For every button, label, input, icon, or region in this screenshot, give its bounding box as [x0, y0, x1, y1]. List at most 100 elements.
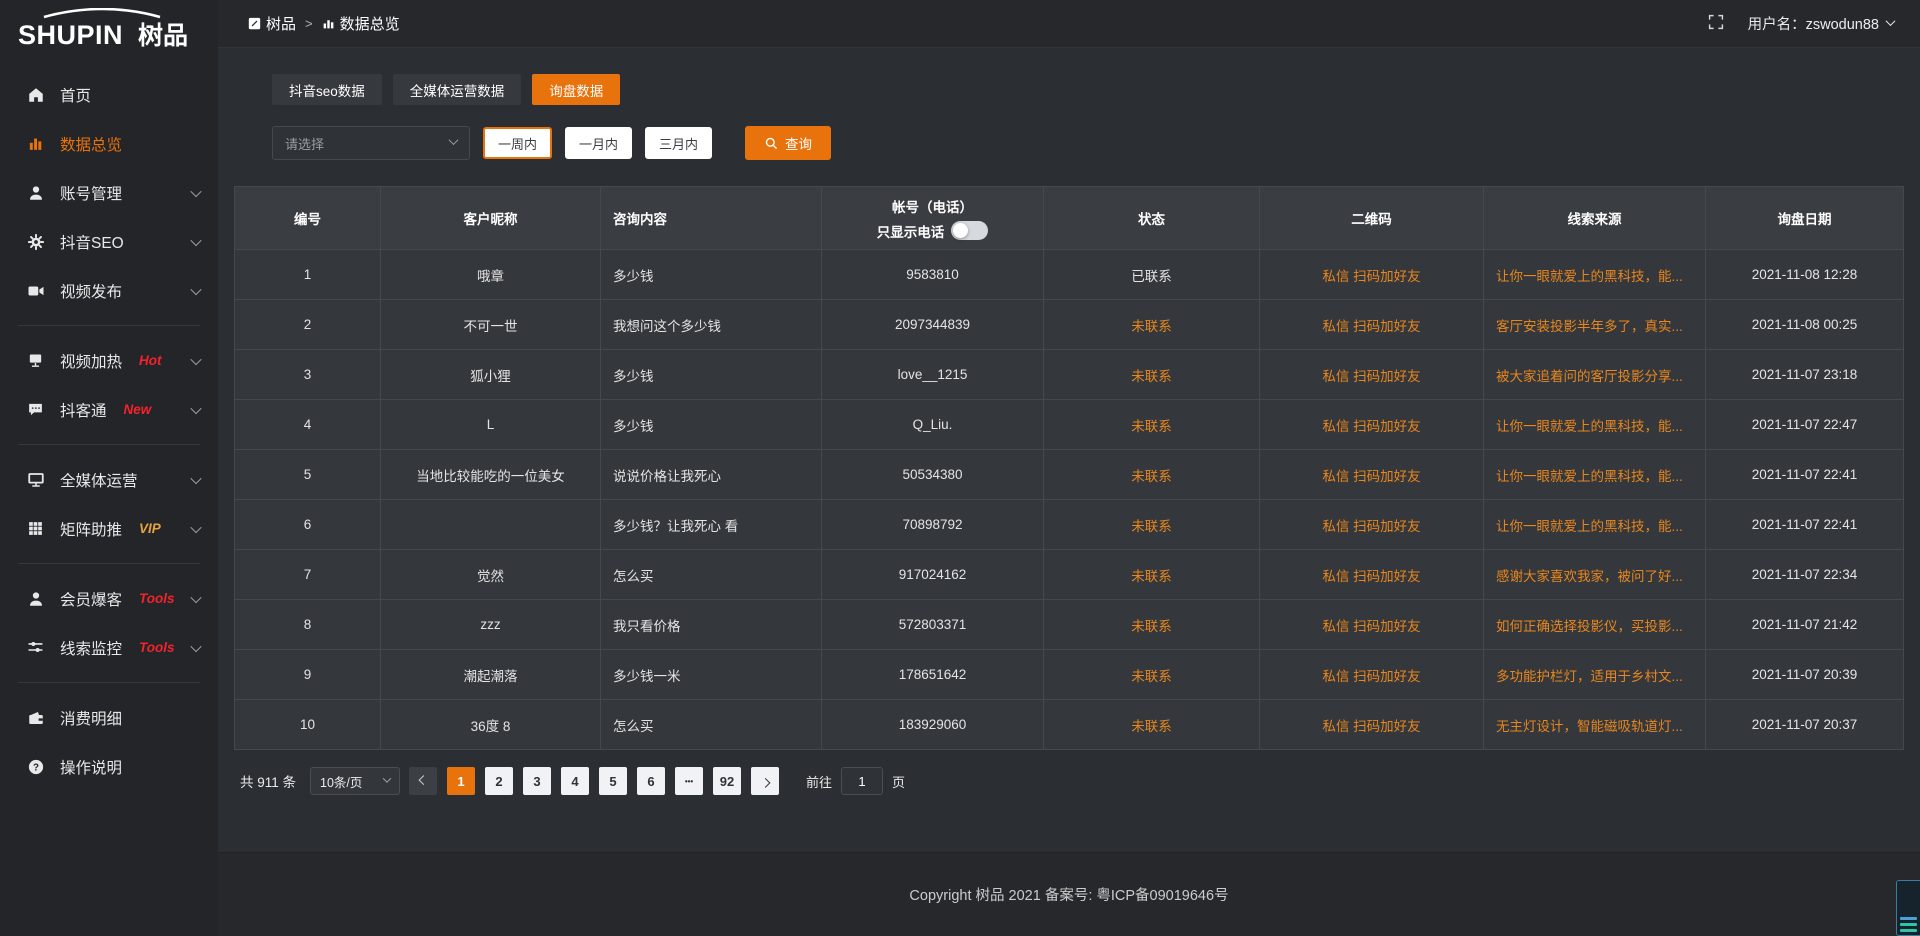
- tab[interactable]: 全媒体运营数据: [392, 74, 522, 105]
- page-size-select[interactable]: 10条/页: [310, 767, 401, 795]
- page-button[interactable]: 2: [485, 767, 514, 795]
- sidebar-item[interactable]: 首页: [0, 70, 218, 119]
- cell-qrcode-link[interactable]: 私信 扫码加好友: [1259, 449, 1484, 500]
- sidebar-item[interactable]: 会员爆客 Tools: [0, 574, 218, 623]
- query-button-label: 查询: [785, 137, 813, 152]
- logo[interactable]: SHUPIN 树品: [0, 0, 218, 60]
- username-label: 用户名：zswodun88: [1747, 17, 1879, 33]
- video-icon: [26, 281, 45, 300]
- content: 抖音seo数据 全媒体运营数据 询盘数据 请选择 一周内 一月内 三月内 查询: [218, 48, 1920, 852]
- fullscreen-icon[interactable]: [1708, 14, 1724, 33]
- page-size-value: 10条/页: [320, 775, 363, 790]
- next-page-button[interactable]: [751, 767, 780, 795]
- question-icon: ?: [26, 757, 45, 776]
- heat-icon: [26, 351, 45, 370]
- table-header-row: 编号 客户昵称 咨询内容 帐号（电话） 只显示电话 状态: [234, 186, 1904, 250]
- column-header-nickname: 客户昵称: [380, 186, 601, 250]
- sidebar-item-label: 操作说明: [60, 759, 123, 777]
- period-button[interactable]: 一周内: [483, 127, 553, 159]
- pagination-total: 共 911 条: [240, 775, 297, 790]
- tab[interactable]: 抖音seo数据: [272, 74, 382, 105]
- sidebar-item-badge: Hot: [139, 353, 162, 368]
- cell-qrcode-link[interactable]: 私信 扫码加好友: [1259, 349, 1484, 400]
- table-row: 6 多少钱？让我死心 看 70898792 未联系 私信 扫码加好友 让你一眼就…: [234, 499, 1904, 550]
- corner-widget[interactable]: [1896, 880, 1920, 936]
- sidebar-item[interactable]: 矩阵助推 VIP: [0, 504, 218, 553]
- cell-source-link[interactable]: 让你一眼就爱上的黑科技，能...: [1483, 499, 1706, 550]
- filter-select[interactable]: 请选择: [272, 126, 470, 160]
- sidebar-item[interactable]: 消费明细: [0, 693, 218, 742]
- cell-account: 50534380: [821, 449, 1044, 500]
- sidebar-item[interactable]: 视频加热 Hot: [0, 336, 218, 385]
- cell-qrcode-link[interactable]: 私信 扫码加好友: [1259, 599, 1484, 650]
- gear-icon: [26, 232, 45, 251]
- sidebar-nav: 首页 数据总览 账号管理 抖音SEO 视频发布 视频加热 Hot: [0, 60, 218, 791]
- cell-qrcode-link[interactable]: 私信 扫码加好友: [1259, 699, 1484, 750]
- cell-qrcode-link[interactable]: 私信 扫码加好友: [1259, 649, 1484, 700]
- copyright-text: Copyright 树品 2021 备案号: 粤ICP备09019646号: [909, 888, 1229, 904]
- sidebar-item-label: 会员爆客: [60, 591, 123, 609]
- cell-source-link[interactable]: 无主灯设计，智能磁吸轨道灯...: [1483, 699, 1706, 750]
- cell-status: 未联系: [1043, 499, 1260, 550]
- page-ellipsis-button[interactable]: •••: [675, 767, 704, 795]
- cell-qrcode-link[interactable]: 私信 扫码加好友: [1259, 549, 1484, 600]
- goto-page-input[interactable]: [841, 767, 884, 795]
- page-button[interactable]: 4: [561, 767, 590, 795]
- cell-qrcode-link[interactable]: 私信 扫码加好友: [1259, 299, 1484, 350]
- chevron-down-icon: [190, 471, 202, 489]
- page-button[interactable]: 5: [599, 767, 628, 795]
- sidebar-item[interactable]: 数据总览: [0, 119, 218, 168]
- breadcrumb-root[interactable]: 树品: [248, 13, 296, 34]
- sidebar-item-label: 数据总览: [60, 136, 123, 154]
- cell-source-link[interactable]: 客厅安装投影半年多了，真实...: [1483, 299, 1706, 350]
- cell-date: 2021-11-07 22:41: [1705, 449, 1904, 500]
- page-button[interactable]: 3: [523, 767, 552, 795]
- cell-status: 未联系: [1043, 399, 1260, 450]
- prev-page-button[interactable]: [409, 767, 438, 795]
- cell-qrcode-link[interactable]: 私信 扫码加好友: [1259, 249, 1484, 300]
- cell-account: love__1215: [821, 349, 1044, 400]
- sidebar-item[interactable]: 视频发布: [0, 266, 218, 315]
- table-row: 2 不可一世 我想问这个多少钱 2097344839 未联系 私信 扫码加好友 …: [234, 299, 1904, 350]
- table-row: 4 L 多少钱 Q_Liu. 未联系 私信 扫码加好友 让你一眼就爱上的黑科技，…: [234, 399, 1904, 450]
- sidebar-item[interactable]: 线索监控 Tools: [0, 623, 218, 672]
- tab[interactable]: 询盘数据: [532, 74, 621, 105]
- sidebar-item[interactable]: 全媒体运营: [0, 455, 218, 504]
- sidebar-item[interactable]: ? 操作说明: [0, 742, 218, 791]
- page-button[interactable]: 1: [447, 767, 476, 795]
- sidebar-item[interactable]: 抖音SEO: [0, 217, 218, 266]
- user-menu[interactable]: 用户名：zswodun88: [1747, 13, 1896, 34]
- query-button[interactable]: 查询: [745, 126, 832, 160]
- cell-inquiry: 怎么买: [600, 549, 822, 600]
- breadcrumb-separator: >: [305, 16, 313, 31]
- cell-date: 2021-11-07 22:47: [1705, 399, 1904, 450]
- cell-source-link[interactable]: 让你一眼就爱上的黑科技，能...: [1483, 249, 1706, 300]
- cell-qrcode-link[interactable]: 私信 扫码加好友: [1259, 399, 1484, 450]
- cell-status: 未联系: [1043, 449, 1260, 500]
- page-button[interactable]: 6: [637, 767, 666, 795]
- sidebar-item[interactable]: 抖客通 New: [0, 385, 218, 434]
- table-row: 8 zzz 我只看价格 572803371 未联系 私信 扫码加好友 如何正确选…: [234, 599, 1904, 650]
- cell-source-link[interactable]: 让你一眼就爱上的黑科技，能...: [1483, 449, 1706, 500]
- data-tabs: 抖音seo数据 全媒体运营数据 询盘数据: [272, 74, 1904, 105]
- footer: Copyright 树品 2021 备案号: 粤ICP备09019646号: [218, 852, 1920, 936]
- page-button[interactable]: 92: [713, 767, 742, 795]
- page-buttons: 1 2 3 4 5 6 ••• 92: [446, 767, 742, 795]
- sidebar-item-label: 抖音SEO: [60, 234, 124, 252]
- cell-id: 7: [234, 549, 381, 600]
- breadcrumb-current[interactable]: 数据总览: [322, 13, 400, 34]
- table-row: 3 狐小狸 多少钱 love__1215 未联系 私信 扫码加好友 被大家追着问…: [234, 349, 1904, 400]
- cell-qrcode-link[interactable]: 私信 扫码加好友: [1259, 499, 1484, 550]
- sidebar-item[interactable]: 账号管理: [0, 168, 218, 217]
- inquiry-table: 编号 客户昵称 咨询内容 帐号（电话） 只显示电话 状态: [234, 186, 1904, 750]
- cell-source-link[interactable]: 多功能护栏灯，适用于乡村文...: [1483, 649, 1706, 700]
- period-button[interactable]: 三月内: [645, 127, 713, 159]
- cell-source-link[interactable]: 如何正确选择投影仪，买投影...: [1483, 599, 1706, 650]
- cell-account: Q_Liu.: [821, 399, 1044, 450]
- cell-source-link[interactable]: 感谢大家喜欢我家，被问了好...: [1483, 549, 1706, 600]
- cell-source-link[interactable]: 让你一眼就爱上的黑科技，能...: [1483, 399, 1706, 450]
- phone-only-toggle[interactable]: [951, 221, 989, 240]
- cell-source-link[interactable]: 被大家追着问的客厅投影分享...: [1483, 349, 1706, 400]
- period-button[interactable]: 一月内: [565, 127, 633, 159]
- cell-inquiry: 多少钱一米: [600, 649, 822, 700]
